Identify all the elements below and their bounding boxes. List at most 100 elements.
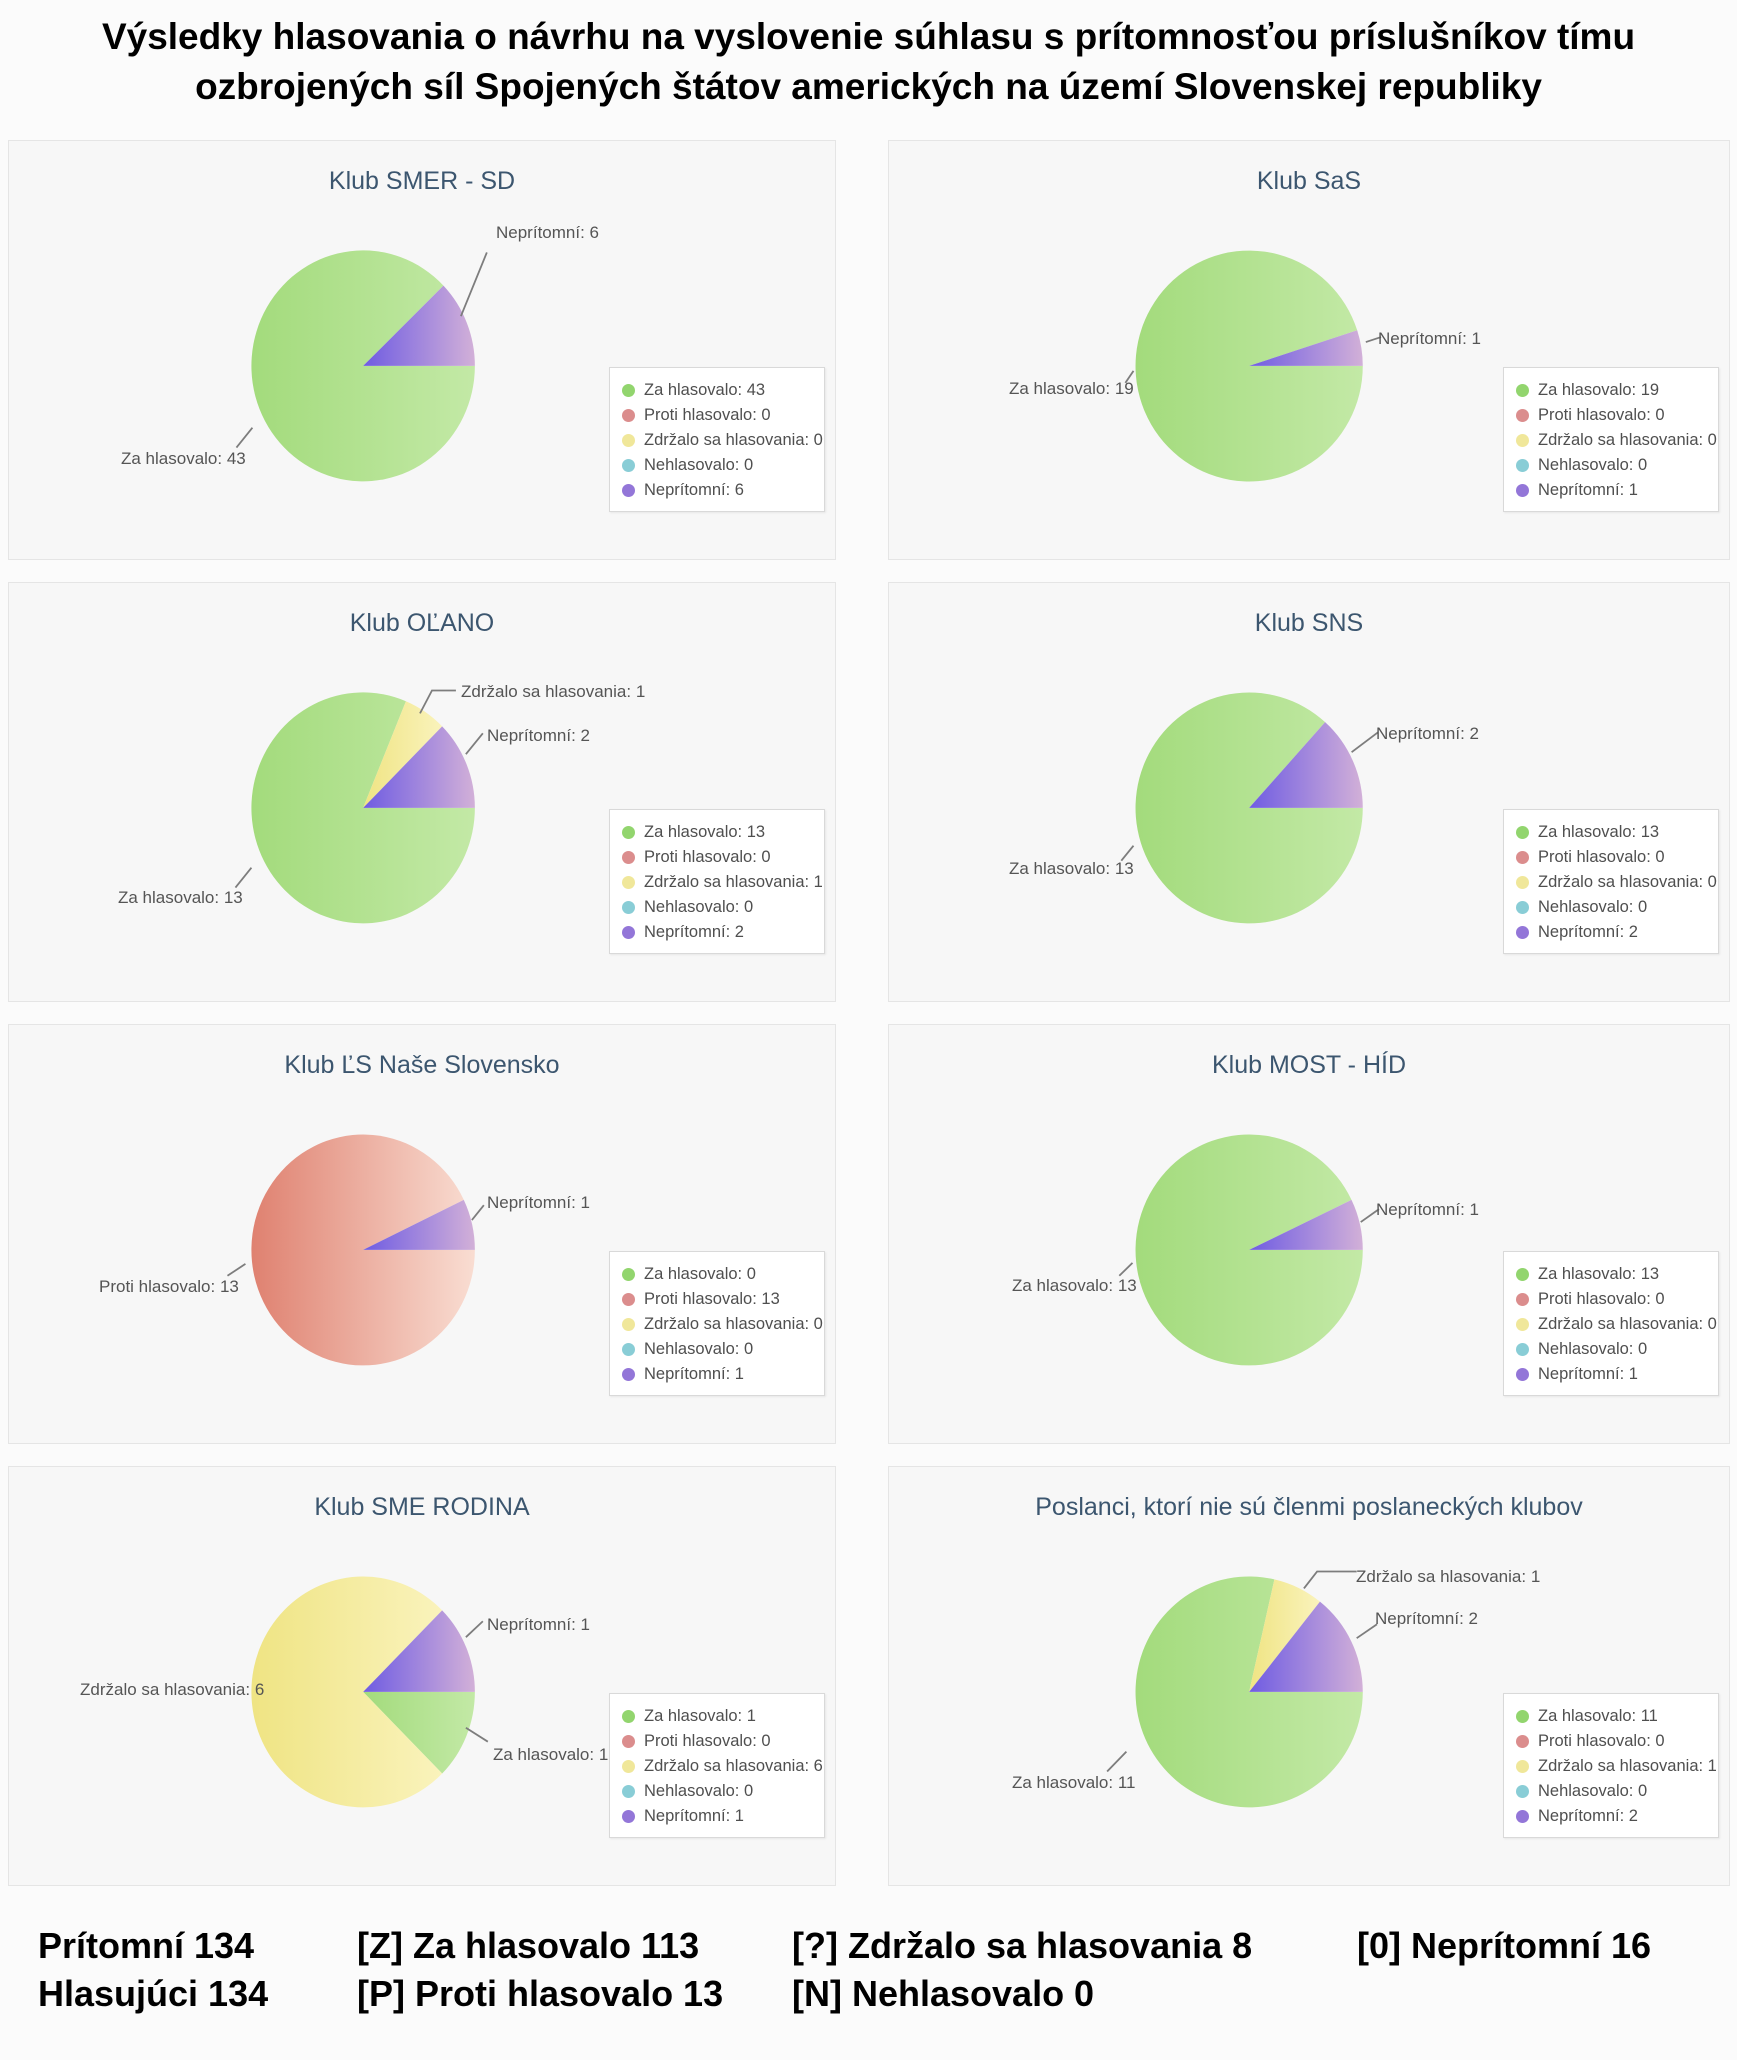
chart-panel: Klub ĽS Naše Slovensko Neprítomní: 1 Proti… bbox=[8, 1024, 836, 1444]
legend-item: Zdržalo sa hlasovania: 0 bbox=[1516, 428, 1717, 453]
pie-slice bbox=[1249, 330, 1363, 366]
legend-label: Proti hlasovalo: 0 bbox=[1538, 848, 1665, 866]
pie-slice bbox=[363, 285, 475, 366]
legend-label: Za hlasovalo: 1 bbox=[644, 1707, 756, 1725]
legend-label: Za hlasovalo: 13 bbox=[1538, 1265, 1660, 1283]
legend-item: Neprítomní: 1 bbox=[1516, 1362, 1712, 1387]
pie-chart bbox=[1124, 250, 1382, 482]
legend-label: Neprítomní: 6 bbox=[644, 481, 744, 499]
legend-item: Nehlasovalo: 0 bbox=[1516, 1337, 1712, 1362]
pie-slice bbox=[1135, 1576, 1363, 1808]
slice-label: Za hlasovalo: 11 bbox=[1012, 1773, 1136, 1792]
legend-item: Zdržalo sa hlasovania: 0 bbox=[622, 1312, 823, 1337]
legend-item: Za hlasovalo: 1 bbox=[622, 1704, 818, 1729]
slice-label: Za hlasovalo: 1 bbox=[493, 1745, 609, 1764]
legend-item: Proti hlasovalo: 0 bbox=[1516, 403, 1712, 428]
slice-label: Neprítomní: 6 bbox=[496, 223, 599, 242]
pie-slice bbox=[251, 250, 475, 482]
legend-label: Zdržalo sa hlasovania: 0 bbox=[644, 431, 823, 449]
legend-item: Zdržalo sa hlasovania: 0 bbox=[622, 428, 823, 453]
pie-slice bbox=[1249, 722, 1363, 808]
legend-marker-icon bbox=[622, 1810, 635, 1823]
summary-item: Prítomní 134 bbox=[38, 1925, 255, 1966]
chart-title: Klub SNS bbox=[1254, 609, 1364, 637]
chart-title: Klub SMER - SD bbox=[328, 167, 516, 195]
slice-label: Za hlasovalo: 19 bbox=[1009, 379, 1134, 398]
legend-marker-icon bbox=[1516, 901, 1529, 914]
legend-marker-icon bbox=[622, 434, 635, 447]
pie-slice bbox=[1249, 1601, 1363, 1692]
label-leader-line bbox=[1360, 1208, 1380, 1223]
pie-slice bbox=[363, 726, 475, 808]
pie-chart bbox=[251, 1576, 489, 1808]
label-leader-line bbox=[234, 867, 253, 889]
legend-marker-icon bbox=[1516, 1810, 1529, 1823]
legend-item: Nehlasovalo: 0 bbox=[622, 895, 818, 920]
legend-marker-icon bbox=[1516, 1293, 1529, 1306]
legend-label: Zdržalo sa hlasovania: 6 bbox=[644, 1757, 823, 1775]
legend-item: Proti hlasovalo: 0 bbox=[1516, 1729, 1712, 1754]
pie-chart bbox=[1120, 692, 1379, 924]
legend-item: Za hlasovalo: 13 bbox=[622, 820, 818, 845]
legend-item: Neprítomní: 2 bbox=[622, 920, 818, 945]
legend-marker-icon bbox=[1516, 1268, 1529, 1281]
legend-marker-icon bbox=[1516, 409, 1529, 422]
chart-panel: Klub SME RODINA Neprítomní: 1 Zdržalo sa h… bbox=[8, 1466, 836, 1886]
pie-chart bbox=[234, 689, 484, 924]
label-leader-line bbox=[1120, 845, 1135, 862]
legend-label: Zdržalo sa hlasovania: 0 bbox=[1538, 431, 1717, 449]
legend-label: Neprítomní: 2 bbox=[1538, 1807, 1638, 1825]
legend-marker-icon bbox=[622, 826, 635, 839]
legend-marker-icon bbox=[622, 1293, 635, 1306]
pie-chart bbox=[235, 250, 488, 482]
legend-label: Nehlasovalo: 0 bbox=[644, 1782, 754, 1800]
legend-label: Neprítomní: 1 bbox=[1538, 1365, 1638, 1383]
legend-marker-icon bbox=[622, 1710, 635, 1723]
legend-label: Neprítomní: 2 bbox=[644, 923, 744, 941]
legend-label: Proti hlasovalo: 0 bbox=[1538, 406, 1665, 424]
legend-label: Za hlasovalo: 13 bbox=[644, 823, 766, 841]
chart-legend: Za hlasovalo: 1 Proti hlasovalo: 0 Zdržalo… bbox=[609, 1693, 825, 1838]
legend-label: Za hlasovalo: 0 bbox=[644, 1265, 756, 1283]
label-leader-line bbox=[1351, 731, 1379, 753]
legend-marker-icon bbox=[1516, 434, 1529, 447]
legend-label: Nehlasovalo: 0 bbox=[1538, 898, 1648, 916]
chart-panel: Klub OĽANO Zdržalo sa hlasovania: 1 Neprít… bbox=[8, 582, 836, 1002]
label-leader-line bbox=[226, 1263, 246, 1277]
legend-marker-icon bbox=[622, 1268, 635, 1281]
legend-marker-icon bbox=[622, 901, 635, 914]
legend-label: Proti hlasovalo: 0 bbox=[1538, 1290, 1665, 1308]
legend-marker-icon bbox=[1516, 459, 1529, 472]
slice-label: Neprítomní: 2 bbox=[1376, 724, 1479, 743]
label-leader-line bbox=[471, 1204, 485, 1221]
label-leader-line bbox=[1106, 1751, 1128, 1773]
legend-item: Nehlasovalo: 0 bbox=[1516, 453, 1712, 478]
chart-title: Poslanci, ktorí nie sú členmi poslanecký… bbox=[1035, 1493, 1583, 1521]
pie-slice bbox=[363, 1691, 475, 1774]
legend-marker-icon bbox=[1516, 484, 1529, 497]
chart-title: Klub MOST - HÍD bbox=[1211, 1051, 1407, 1079]
chart-panel: Klub SMER - SD Neprítomní: 6 Za hlasovalo:… bbox=[8, 140, 836, 560]
slice-label: Zdržalo sa hlasovania: 1 bbox=[1356, 1567, 1541, 1586]
summary-column: Prítomní 134 Hlasujúci 134 bbox=[38, 1922, 357, 2018]
chart-legend: Za hlasovalo: 0 Proti hlasovalo: 13 Zdržal… bbox=[609, 1251, 825, 1396]
summary-column: [?] Zdržalo sa hlasovania 8 [N] Nehlasov… bbox=[792, 1922, 1357, 2018]
summary-item: [N] Nehlasovalo 0 bbox=[792, 1973, 1095, 2014]
pie-slice bbox=[363, 701, 443, 808]
pie-slice bbox=[363, 1199, 475, 1250]
legend-label: Neprítomní: 1 bbox=[1538, 481, 1638, 499]
legend-label: Zdržalo sa hlasovania: 1 bbox=[644, 873, 823, 891]
legend-item: Neprítomní: 2 bbox=[1516, 920, 1712, 945]
pie-slice bbox=[251, 692, 475, 924]
legend-item: Za hlasovalo: 13 bbox=[1516, 1262, 1712, 1287]
slice-label: Neprítomní: 1 bbox=[487, 1615, 590, 1634]
pie-chart bbox=[1106, 1570, 1378, 1808]
label-leader-line bbox=[465, 732, 484, 755]
chart-panel: Poslanci, ktorí nie sú členmi poslanecký… bbox=[888, 1466, 1730, 1886]
legend-label: Za hlasovalo: 11 bbox=[1538, 1707, 1658, 1725]
legend-item: Zdržalo sa hlasovania: 0 bbox=[1516, 1312, 1717, 1337]
legend-marker-icon bbox=[622, 851, 635, 864]
legend-marker-icon bbox=[1516, 851, 1529, 864]
legend-marker-icon bbox=[622, 1318, 635, 1331]
legend-item: Zdržalo sa hlasovania: 1 bbox=[1516, 1754, 1717, 1779]
